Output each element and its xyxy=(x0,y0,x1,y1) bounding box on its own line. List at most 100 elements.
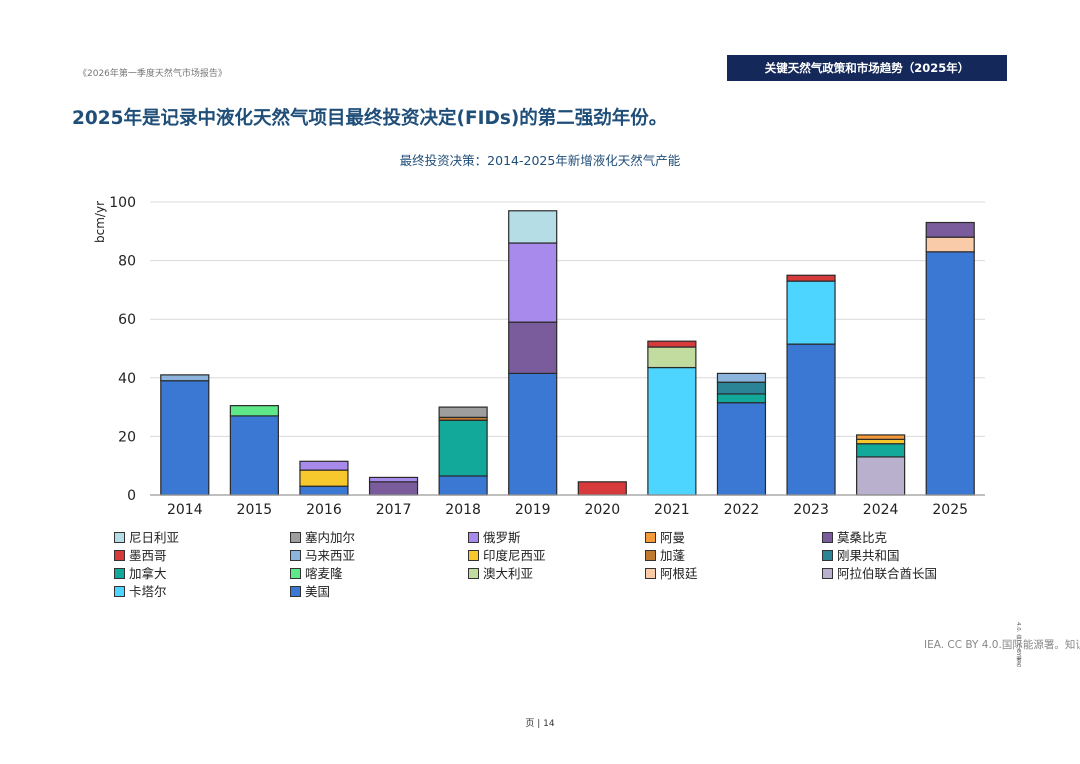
legend-label: 喀麦隆 xyxy=(305,566,343,581)
y-tick-label: 0 xyxy=(127,488,136,504)
legend-swatch xyxy=(468,532,479,543)
x-tick-label: 2022 xyxy=(724,502,760,518)
x-tick-label: 2020 xyxy=(584,502,620,518)
legend-item: 尼日利亚 xyxy=(114,527,179,546)
bar-segment-2017-俄罗斯 xyxy=(368,476,419,483)
section-header-box: 关键天然气政策和市场趋势（2025年） xyxy=(727,55,1007,81)
page-number: 页 | 14 xyxy=(525,719,555,729)
bar-segment-2024-印度尼西亚 xyxy=(856,438,906,445)
legend-swatch xyxy=(645,550,656,561)
y-tick-label: 100 xyxy=(109,195,136,211)
legend-label: 卡塔尔 xyxy=(129,584,167,599)
vertical-license-note: 4.0. 由CC BY署名 xyxy=(1015,622,1021,668)
y-tick-label: 60 xyxy=(118,312,136,328)
bar-segment-2024-阿拉伯联合酋长国 xyxy=(856,456,906,496)
legend-item: 美国 xyxy=(290,581,330,600)
legend-label: 加拿大 xyxy=(129,566,167,581)
legend-label: 阿根廷 xyxy=(660,566,698,581)
bar-segment-2022-马来西亚 xyxy=(716,372,767,383)
legend-label: 马来西亚 xyxy=(305,548,356,563)
x-tick-label: 2023 xyxy=(793,502,829,518)
bar-segment-2017-莫桑比克 xyxy=(368,481,419,496)
legend-swatch xyxy=(822,550,833,561)
x-tick-label: 2021 xyxy=(654,502,690,518)
bar-segment-2018-美国 xyxy=(438,475,488,496)
bar-segment-2019-俄罗斯 xyxy=(508,242,558,323)
bar-segment-2016-印度尼西亚 xyxy=(299,469,349,487)
bar-segment-2021-墨西哥 xyxy=(647,340,697,348)
bar-segment-2014-马来西亚 xyxy=(160,374,210,382)
legend-swatch xyxy=(114,568,125,579)
legend-label: 尼日利亚 xyxy=(129,530,180,545)
x-tick-label: 2018 xyxy=(445,502,481,518)
bar-segment-2023-卡塔尔 xyxy=(786,280,836,345)
bar-segment-2025-莫桑比克 xyxy=(925,221,975,238)
legend-label: 加蓬 xyxy=(660,548,686,563)
legend-swatch xyxy=(290,586,301,597)
legend-swatch xyxy=(645,532,656,543)
y-tick-label: 40 xyxy=(118,371,136,387)
legend-label: 塞内加尔 xyxy=(305,530,356,545)
report-title: 《2026年第一季度天然气市场报告》 xyxy=(78,69,227,79)
legend-item: 塞内加尔 xyxy=(290,527,355,546)
bar-segment-2015-喀麦隆 xyxy=(229,405,279,417)
bar-segment-2023-美国 xyxy=(786,343,836,496)
legend-label: 墨西哥 xyxy=(129,548,167,563)
legend-item: 卡塔尔 xyxy=(114,581,167,600)
legend-swatch xyxy=(114,550,125,561)
bar-segment-2014-美国 xyxy=(160,380,210,496)
bar-segment-2019-美国 xyxy=(508,372,558,496)
bar-segment-2025-美国 xyxy=(925,251,975,496)
bar-segment-2024-阿曼 xyxy=(856,434,906,440)
legend-item: 莫桑比克 xyxy=(822,527,887,546)
legend-item: 阿曼 xyxy=(645,527,685,546)
legend-label: 俄罗斯 xyxy=(483,530,521,545)
bar-segment-2019-尼日利亚 xyxy=(508,210,558,244)
bar-segment-2025-阿根廷 xyxy=(925,236,975,253)
legend-item: 刚果共和国 xyxy=(822,545,900,564)
legend-swatch xyxy=(645,568,656,579)
legend-label: 印度尼西亚 xyxy=(483,548,546,563)
legend-swatch xyxy=(114,586,125,597)
bar-segment-2022-美国 xyxy=(716,402,767,496)
legend-swatch xyxy=(290,568,301,579)
legend-swatch xyxy=(290,532,301,543)
bar-segment-2018-加拿大 xyxy=(438,419,488,477)
legend-item: 阿拉伯联合酋长国 xyxy=(822,563,937,582)
bar-segment-2022-刚果共和国 xyxy=(716,381,767,395)
legend-label: 美国 xyxy=(305,584,331,599)
bar-segment-2016-俄罗斯 xyxy=(299,460,349,471)
x-tick-label: 2025 xyxy=(932,502,968,518)
bar-segment-2021-澳大利亚 xyxy=(647,346,697,369)
legend-item: 俄罗斯 xyxy=(468,527,521,546)
legend-item: 加蓬 xyxy=(645,545,685,564)
legend-item: 阿根廷 xyxy=(645,563,698,582)
legend-item: 喀麦隆 xyxy=(290,563,343,582)
bar-segment-2021-卡塔尔 xyxy=(647,366,697,496)
y-tick-label: 20 xyxy=(118,429,136,445)
bar-segment-2016-美国 xyxy=(299,485,349,496)
legend-item: 澳大利亚 xyxy=(468,563,533,582)
x-tick-label: 2017 xyxy=(376,502,412,518)
legend-item: 马来西亚 xyxy=(290,545,355,564)
legend-swatch xyxy=(468,550,479,561)
legend-swatch xyxy=(290,550,301,561)
legend-item: 印度尼西亚 xyxy=(468,545,546,564)
legend-item: 墨西哥 xyxy=(114,545,167,564)
legend-label: 澳大利亚 xyxy=(483,566,534,581)
legend-label: 阿拉伯联合酋长国 xyxy=(837,566,938,581)
bar-segment-2018-塞内加尔 xyxy=(438,406,488,418)
bar-segment-2020-墨西哥 xyxy=(577,481,627,496)
y-axis-label: bcm/yr xyxy=(93,201,107,243)
legend-swatch xyxy=(822,532,833,543)
legend-swatch xyxy=(822,568,833,579)
x-tick-label: 2019 xyxy=(515,502,551,518)
legend-label: 阿曼 xyxy=(660,530,686,545)
page-headline: 2025年是记录中液化天然气项目最终投资决定(FIDs)的第二强劲年份。 xyxy=(72,108,668,129)
legend-item: 加拿大 xyxy=(114,563,167,582)
x-tick-label: 2016 xyxy=(306,502,342,518)
x-tick-label: 2024 xyxy=(863,502,899,518)
legend-swatch xyxy=(468,568,479,579)
legend-label: 莫桑比克 xyxy=(837,530,888,545)
